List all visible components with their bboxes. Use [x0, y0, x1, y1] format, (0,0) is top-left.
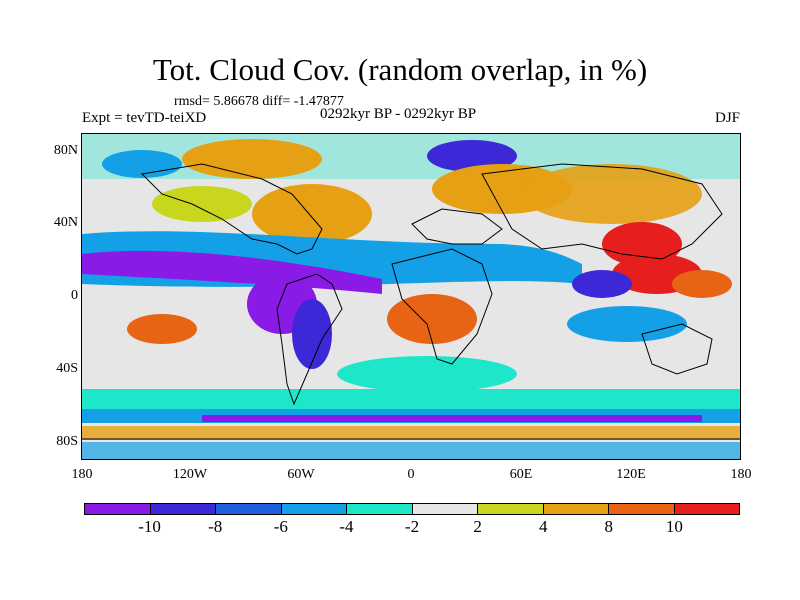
anomaly-patch [82, 389, 740, 411]
north-america-outline [140, 163, 323, 255]
colorbar-swatch [216, 504, 282, 514]
colorbar-swatch [281, 504, 347, 514]
anomaly-patch [522, 164, 702, 224]
lat-tick-80n: 80N [53, 143, 78, 158]
colorbar-swatch [85, 504, 151, 514]
colorbar-tick-label: -10 [138, 517, 161, 536]
cloud-cover-map [81, 133, 741, 460]
anomaly-patch [337, 356, 517, 392]
lat-tick-40s: 40S [56, 361, 78, 376]
colorbar-tick-label: -8 [208, 517, 223, 536]
south-america-outline [276, 273, 343, 406]
stats-label: rmsd= 5.86678 diff= -1.47877 [174, 94, 344, 109]
lon-tick-60e: 60E [509, 467, 533, 482]
period-label: 0292kyr BP - 0292kyr BP [320, 106, 477, 122]
lon-tick-120w: 120W [172, 467, 208, 482]
europe-outline [411, 208, 503, 245]
lon-tick-0: 0 [407, 467, 415, 482]
anomaly-patch [672, 270, 732, 298]
asia-outline [481, 163, 723, 260]
colorbar-tick-label: 2 [473, 517, 482, 536]
lon-tick-180e: 180 [730, 467, 752, 482]
colorbar-tick-label: 4 [538, 517, 548, 536]
anomaly-patch [152, 186, 252, 222]
lat-tick-80s: 80S [56, 434, 78, 449]
colorbar-swatch [543, 504, 609, 514]
lat-tick-40n: 40N [53, 215, 78, 230]
anomaly-patch [252, 184, 372, 244]
map-svg [82, 134, 740, 459]
colorbar-tick-label: -4 [339, 517, 354, 536]
colorbar-tick-label: 10 [665, 517, 683, 536]
experiment-label: Expt = tevTD-teiXD [82, 110, 207, 126]
coastlines [82, 163, 740, 440]
colorbar-tick-label: 8 [604, 517, 614, 536]
colorbar-swatch [412, 504, 478, 514]
plot-title: Tot. Cloud Cov. (random overlap, in %) [152, 52, 648, 87]
anomaly-patch [572, 270, 632, 298]
colorbar-swatch [609, 504, 675, 514]
anomaly-patch [82, 426, 740, 440]
anomaly-patch [202, 415, 702, 422]
colorbar-swatch [150, 504, 216, 514]
season-label: DJF [714, 110, 740, 126]
lon-tick-120e: 120E [616, 467, 646, 482]
colorbar-tick-label: -2 [404, 517, 420, 536]
anomaly-patch [292, 299, 332, 369]
australia-outline [641, 323, 713, 375]
lat-tick-0: 0 [71, 288, 78, 303]
anomaly-patch [567, 306, 687, 342]
anomaly-patch [127, 314, 197, 344]
lon-tick-60w: 60W [287, 467, 315, 482]
lon-tick-180w: 180 [71, 467, 93, 482]
colorbar-swatch [347, 504, 413, 514]
colorbar-swatch [674, 504, 739, 514]
colorbar [84, 503, 740, 515]
anomaly-patch [387, 294, 477, 344]
anomaly-patch [82, 442, 740, 459]
colorbar-tick-label: -6 [273, 517, 288, 536]
colorbar-swatch [478, 504, 544, 514]
anomaly-patch [182, 139, 322, 179]
africa-outline [391, 248, 493, 365]
anomaly-patch [427, 140, 517, 172]
